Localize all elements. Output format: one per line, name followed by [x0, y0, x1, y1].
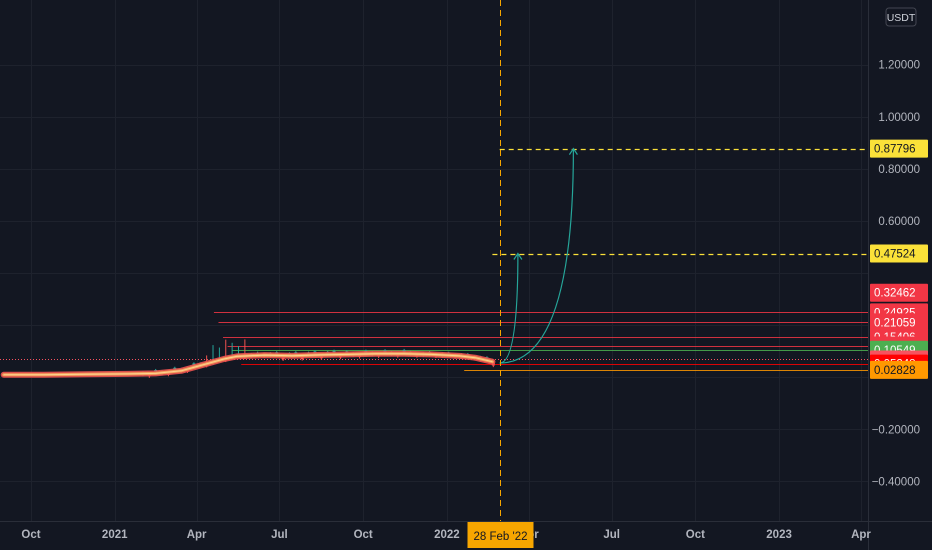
projection-curve [499, 253, 519, 364]
time-tick-label: Oct [354, 529, 373, 541]
grid [0, 0, 868, 521]
price-tags: 0.877960.475240.324620.249250.210590.154… [870, 139, 928, 379]
price-tag-box [870, 283, 928, 302]
price-axis[interactable]: 1.20000 1.00000 0.80000 0.60000 −0.20000 −0.4… [872, 60, 920, 489]
price-tag-box [870, 244, 928, 263]
time-axis[interactable]: Oct2021AprJulOct2022AprJulOct2023Apr28 F… [21, 522, 871, 548]
time-tick-label: Jul [271, 529, 288, 541]
price-tag-label: 0.47524 [874, 249, 916, 261]
arrow-head-icon [568, 147, 578, 155]
crosshair-date-label: 28 Feb '22 [474, 531, 528, 543]
projection-curve [499, 148, 574, 364]
crosshair-date-badge [467, 522, 534, 548]
price-tag-label: 0.21059 [874, 317, 916, 329]
time-tick-label: Oct [21, 529, 40, 541]
price-tick-label: 0.60000 [878, 216, 920, 228]
price-tag-label: 0.32462 [874, 288, 916, 300]
price-tick-label: 1.20000 [878, 60, 920, 72]
price-tag-box [870, 360, 928, 379]
projection-arrows [499, 147, 578, 364]
moving-average [0, 350, 496, 378]
time-tick-label: 2022 [434, 529, 460, 541]
price-tag-label: 0.02828 [874, 365, 916, 377]
horizontal-levels [0, 148, 868, 371]
price-tag-box [870, 313, 928, 332]
time-tick-label: Jul [603, 529, 620, 541]
price-tick-label: 1.00000 [878, 112, 920, 124]
time-tick-label: 2021 [102, 529, 128, 541]
unit-badge[interactable]: USDT [885, 7, 917, 27]
ma-line-inner [3, 353, 493, 376]
arrow-head-icon [513, 252, 523, 260]
price-tick-label: −0.20000 [872, 424, 920, 436]
unit-badge-box [885, 7, 917, 27]
unit-label: USDT [887, 12, 916, 24]
time-tick-label: Oct [686, 529, 705, 541]
price-tag-label: 0.87796 [874, 144, 916, 156]
time-tick-label: Apr [187, 529, 207, 541]
price-tag-box [870, 139, 928, 158]
time-tick-label: Apr [851, 529, 871, 541]
time-tick-label: 2023 [766, 529, 792, 541]
price-tick-label: −0.40000 [872, 476, 920, 488]
price-tick-label: 0.80000 [878, 164, 920, 176]
